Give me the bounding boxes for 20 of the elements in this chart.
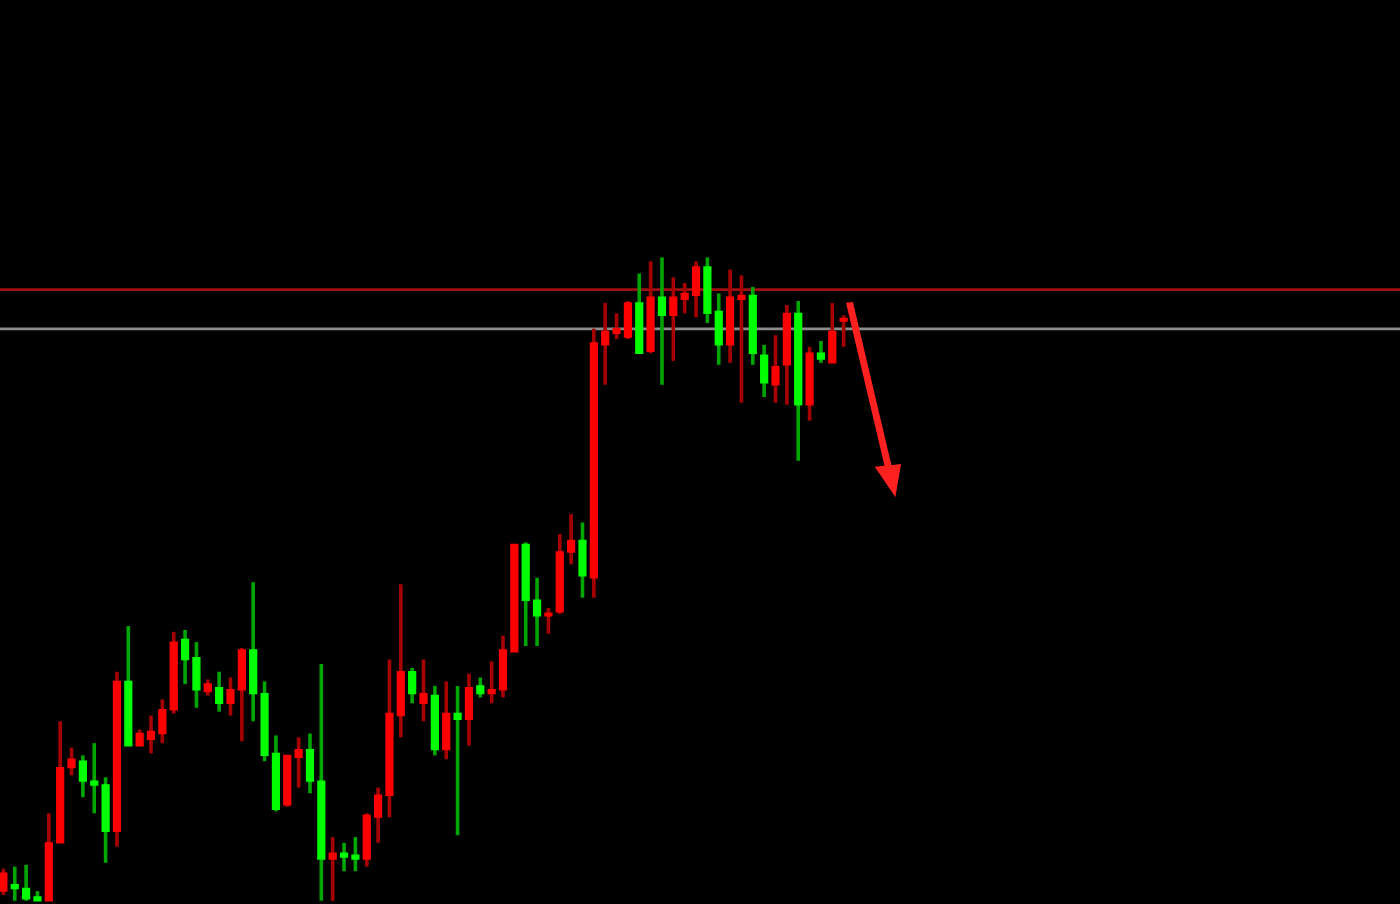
candlestick — [408, 666, 417, 706]
candlestick — [442, 679, 451, 762]
candlestick — [828, 301, 837, 365]
candlestick — [419, 657, 428, 724]
candlestick — [657, 255, 667, 387]
candlestick — [760, 343, 769, 399]
candlestick — [839, 313, 848, 349]
candlestick — [578, 520, 587, 600]
candlestick — [476, 675, 485, 700]
candlestick — [464, 671, 474, 748]
candlestick — [0, 866, 8, 897]
candlestick — [771, 333, 780, 405]
candlestick — [294, 735, 303, 790]
candlestick — [215, 669, 224, 714]
candlestick — [328, 835, 337, 903]
candlestick — [714, 291, 723, 367]
candlestick — [703, 255, 712, 325]
candlestick — [669, 275, 678, 363]
candlestick — [816, 339, 826, 365]
candlestick — [453, 684, 462, 837]
